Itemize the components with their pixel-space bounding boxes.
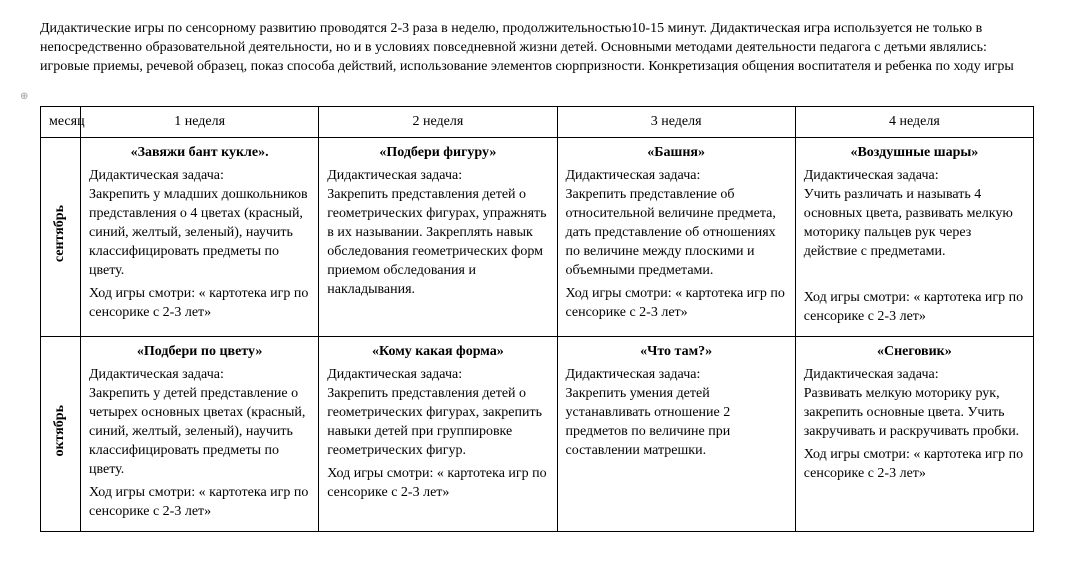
header-week1: 1 неделя bbox=[81, 106, 319, 138]
task-body: Закрепить представления детей о геометри… bbox=[327, 385, 548, 502]
anchor-marker: ⊕ bbox=[20, 91, 28, 102]
task-label: Дидактическая задача: bbox=[327, 366, 548, 385]
cell-oct-w4: «Снеговик» Дидактическая задача: Развива… bbox=[795, 337, 1033, 532]
task-label: Дидактическая задача: bbox=[804, 167, 1025, 186]
task-body: Учить различать и называть 4 основных цв… bbox=[804, 186, 1025, 326]
activity-title: «Что там?» bbox=[566, 343, 787, 362]
activity-title: «Подбери по цвету» bbox=[89, 343, 310, 362]
cell-oct-w2: «Кому какая форма» Дидактическая задача:… bbox=[319, 337, 557, 532]
cell-oct-w3: «Что там?» Дидактическая задача: Закрепи… bbox=[557, 337, 795, 532]
cell-sep-w4: «Воздушные шары» Дидактическая задача: У… bbox=[795, 138, 1033, 337]
task-body: Закрепить представления детей о геометри… bbox=[327, 186, 548, 299]
task-label: Дидактическая задача: bbox=[327, 167, 548, 186]
schedule-table: месяц 1 неделя 2 неделя 3 неделя 4 недел… bbox=[40, 106, 1034, 533]
month-label: сентябрь bbox=[51, 205, 70, 262]
header-week4: 4 неделя bbox=[795, 106, 1033, 138]
task-body: Закрепить у детей представление о четыре… bbox=[89, 385, 310, 521]
cell-sep-w3: «Башня» Дидактическая задача: Закрепить … bbox=[557, 138, 795, 337]
task-body: Закрепить умения детей устанавливать отн… bbox=[566, 385, 787, 461]
task-label: Дидактическая задача: bbox=[89, 167, 310, 186]
table-row: сентябрь «Завяжи бант кукле». Дидактичес… bbox=[41, 138, 1034, 337]
header-month: месяц bbox=[41, 106, 81, 138]
task-label: Дидактическая задача: bbox=[566, 366, 787, 385]
month-cell-sep: сентябрь bbox=[41, 138, 81, 337]
cell-sep-w2: «Подбери фигуру» Дидактическая задача: З… bbox=[319, 138, 557, 337]
cell-oct-w1: «Подбери по цвету» Дидактическая задача:… bbox=[81, 337, 319, 532]
activity-title: «Башня» bbox=[566, 144, 787, 163]
month-cell-oct: октябрь bbox=[41, 337, 81, 532]
task-label: Дидактическая задача: bbox=[804, 366, 1025, 385]
task-label: Дидактическая задача: bbox=[89, 366, 310, 385]
cell-sep-w1: «Завяжи бант кукле». Дидактическая задач… bbox=[81, 138, 319, 337]
header-week2: 2 неделя bbox=[319, 106, 557, 138]
intro-paragraph: Дидактические игры по сенсорному развити… bbox=[40, 20, 1034, 77]
activity-title: «Воздушные шары» bbox=[804, 144, 1025, 163]
task-body: Закрепить у младших дошкольников предста… bbox=[89, 186, 310, 322]
task-body: Развивать мелкую моторику рук, закрепить… bbox=[804, 385, 1025, 483]
activity-title: «Кому какая форма» bbox=[327, 343, 548, 362]
activity-title: «Завяжи бант кукле». bbox=[89, 144, 310, 163]
activity-title: «Снеговик» bbox=[804, 343, 1025, 362]
header-week3: 3 неделя bbox=[557, 106, 795, 138]
task-body: Закрепить представление об относительной… bbox=[566, 186, 787, 322]
month-label: октябрь bbox=[51, 405, 70, 457]
activity-title: «Подбери фигуру» bbox=[327, 144, 548, 163]
task-label: Дидактическая задача: bbox=[566, 167, 787, 186]
table-row: октябрь «Подбери по цвету» Дидактическая… bbox=[41, 337, 1034, 532]
